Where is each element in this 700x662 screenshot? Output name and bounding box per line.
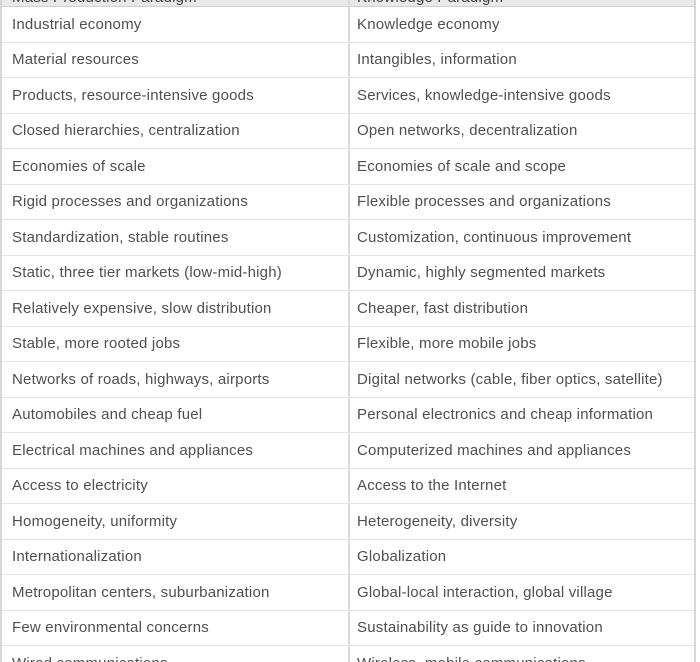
industrial-cell: Wired communications <box>2 646 350 662</box>
industrial-cell: Static, three tier markets (low-mid-high… <box>2 255 350 290</box>
industrial-cell: Metropolitan centers, suburbanization <box>2 575 350 610</box>
industrial-cell: Networks of roads, highways, airports <box>2 362 350 397</box>
knowledge-cell: Intangibles, information <box>357 51 517 69</box>
header-cell-knowledge: Knowledge Paradigm <box>350 0 694 6</box>
knowledge-cell: Flexible processes and organizations <box>357 193 612 211</box>
knowledge-cell: Dynamic, highly segmented markets <box>357 264 606 282</box>
industrial-cell: Electrical machines and appliances <box>2 433 350 468</box>
knowledge-cell: Knowledge economy <box>357 15 500 33</box>
table-row: Rigid processes and organizations Flexibl… <box>2 184 694 220</box>
knowledge-cell: Globalization <box>357 548 447 566</box>
table-row: Standardization, stable routines Customiz… <box>2 220 694 256</box>
table-row: Internationalization Globalization <box>2 539 694 575</box>
industrial-cell: Economies of scale <box>2 149 350 184</box>
table-row: Few environmental concerns Sustainability… <box>2 610 694 646</box>
table-row: Automobiles and cheap fuel Personal elect… <box>2 397 694 433</box>
table-row: Products, resource-intensive goods Servic… <box>2 78 694 114</box>
knowledge-cell: Economies of scale and scope <box>357 157 567 175</box>
table-row: Closed hierarchies, centralization Open n… <box>2 113 694 149</box>
knowledge-cell: Digital networks (cable, fiber optics, s… <box>357 370 663 388</box>
knowledge-cell: Customization, continuous improvement <box>357 228 632 246</box>
table-header-row: Mass Production Paradigm Knowledge Parad… <box>2 0 694 7</box>
table-row: Electrical machines and appliances Comput… <box>2 433 694 469</box>
table-row: Static, three tier markets (low-mid-high… <box>2 255 694 291</box>
knowledge-cell: Sustainability as guide to innovation <box>357 619 603 637</box>
table-row: Networks of roads, highways, airports Dig… <box>2 362 694 398</box>
table-row: Industrial economy Knowledge economy <box>2 7 694 43</box>
table-row: Metropolitan centers, suburbanization Glo… <box>2 575 694 611</box>
table-row: Access to electricity Access to the Inter… <box>2 468 694 504</box>
industrial-cell: Automobiles and cheap fuel <box>2 397 350 432</box>
industrial-cell: Few environmental concerns <box>2 610 350 645</box>
knowledge-cell: Services, knowledge-intensive goods <box>357 86 611 104</box>
table-row: Stable, more rooted jobs Flexible, more m… <box>2 326 694 362</box>
industrial-cell: Stable, more rooted jobs <box>2 326 350 361</box>
industrial-cell: Rigid processes and organizations <box>2 184 350 219</box>
table-body: Industrial economy Knowledge economy Mater… <box>2 7 694 662</box>
table-row: Homogeneity, uniformity Heterogeneity, di… <box>2 504 694 540</box>
knowledge-cell: Heterogeneity, diversity <box>357 512 518 530</box>
table-row: Economies of scale Economies of scale and… <box>2 149 694 185</box>
knowledge-cell: Cheaper, fast distribution <box>357 299 529 317</box>
industrial-cell: Homogeneity, uniformity <box>2 504 350 539</box>
knowledge-cell: Personal electronics and cheap informati… <box>357 406 654 424</box>
header-cell-industrial: Mass Production Paradigm <box>2 0 350 6</box>
industrial-cell: Material resources <box>2 42 350 77</box>
table-row: Wired communicationsWireless, mobile com… <box>2 646 694 662</box>
knowledge-cell: Wireless, mobile communications <box>350 646 694 662</box>
knowledge-cell: Computerized machines and appliances <box>357 441 632 459</box>
industrial-cell: Closed hierarchies, centralization <box>2 113 350 148</box>
table-row: Relatively expensive, slow distribution C… <box>2 291 694 327</box>
industrial-cell: Standardization, stable routines <box>2 220 350 255</box>
knowledge-cell: Global-local interaction, global village <box>357 583 613 601</box>
industrial-cell: Relatively expensive, slow distribution <box>2 291 350 326</box>
industrial-cell: Industrial economy <box>2 7 350 42</box>
knowledge-cell: Flexible, more mobile jobs <box>357 335 537 353</box>
industrial-cell: Access to electricity <box>2 468 350 503</box>
industrial-cell: Internationalization <box>2 539 350 574</box>
industrial-cell: Products, resource-intensive goods <box>2 78 350 113</box>
knowledge-cell: Access to the Internet <box>357 477 507 495</box>
table-row: Material resources Intangibles, informati… <box>2 42 694 78</box>
knowledge-cell: Open networks, decentralization <box>357 122 578 140</box>
